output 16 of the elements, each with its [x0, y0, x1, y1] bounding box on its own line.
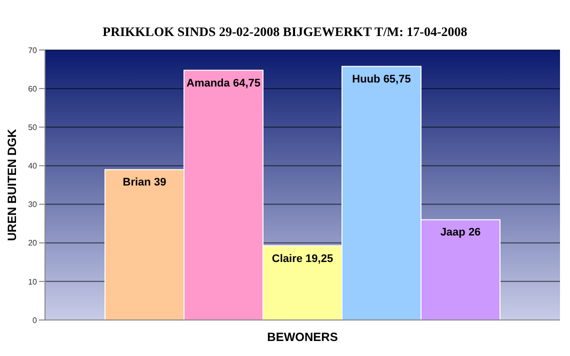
y-tick-label: 70 [28, 46, 38, 55]
y-tick-label: 0 [32, 316, 38, 325]
data-label: Amanda 64,75 [186, 77, 260, 90]
y-tick-label: 60 [28, 84, 38, 94]
y-tick-label: 40 [28, 162, 38, 171]
y-axis-title: UREN BUITEN DGK [5, 128, 19, 241]
x-axis-title: BEWONERS [266, 330, 339, 344]
data-label: Claire 19,25 [272, 252, 334, 265]
y-tick-label: 30 [28, 200, 38, 210]
data-label: Huub 65,75 [352, 73, 411, 86]
chart-title: PRIKKLOK SINDS 29-02-2008 BIJGEWERKT T/M: 17-04-2008 [102, 24, 468, 40]
data-label: Jaap 26 [440, 226, 481, 239]
data-label: Brian 39 [122, 176, 166, 189]
y-tick-label: 50 [28, 122, 38, 132]
y-tick-label: 20 [28, 238, 38, 248]
y-tick-label: 10 [28, 277, 38, 286]
